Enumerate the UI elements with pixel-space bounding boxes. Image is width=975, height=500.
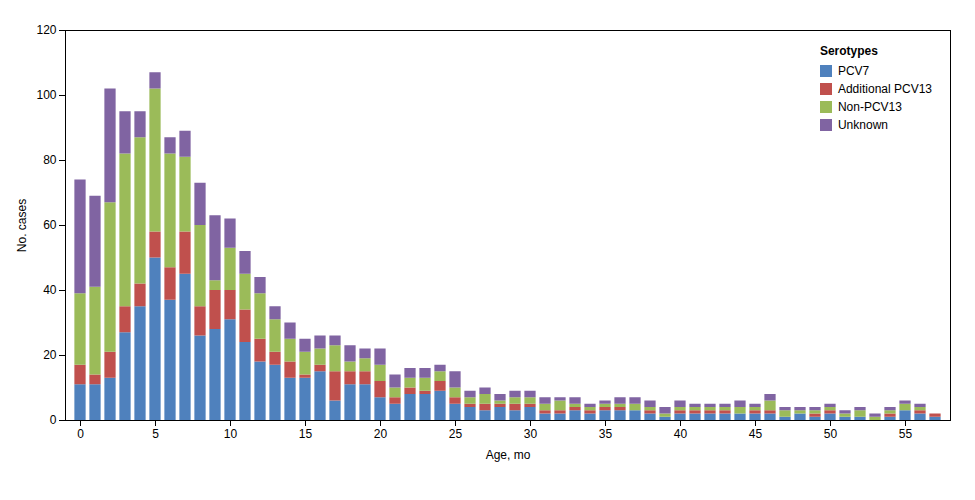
html-text:Additional PCV13: Additional PCV13 bbox=[837, 82, 932, 96]
svg-text:60: 60 bbox=[43, 218, 57, 232]
svg-text:80: 80 bbox=[43, 153, 57, 167]
svg-text:45: 45 bbox=[749, 427, 763, 441]
svg-text:40: 40 bbox=[43, 283, 57, 297]
svg-text:120: 120 bbox=[36, 23, 56, 37]
svg-text:30: 30 bbox=[524, 427, 538, 441]
svg-text:5: 5 bbox=[152, 427, 159, 441]
svg-text:50: 50 bbox=[824, 427, 838, 441]
svg-text:Age, mo: Age, mo bbox=[486, 448, 531, 462]
svg-text:No. cases: No. cases bbox=[15, 199, 29, 252]
svg-text:0: 0 bbox=[77, 427, 84, 441]
svg-text:55: 55 bbox=[899, 427, 913, 441]
svg-text:0: 0 bbox=[50, 413, 57, 427]
html-text:Unknown: Unknown bbox=[837, 118, 888, 132]
svg-text:20: 20 bbox=[43, 348, 57, 362]
svg-text:25: 25 bbox=[449, 427, 463, 441]
svg-text:15: 15 bbox=[299, 427, 313, 441]
html-text:Serotypes: Serotypes bbox=[819, 44, 878, 58]
svg-text:100: 100 bbox=[36, 88, 56, 102]
svg-text:35: 35 bbox=[599, 427, 613, 441]
svg-text:10: 10 bbox=[224, 427, 238, 441]
svg-text:40: 40 bbox=[674, 427, 688, 441]
html-text:Non-PCV13: Non-PCV13 bbox=[837, 100, 902, 114]
html-text:PCV7: PCV7 bbox=[837, 64, 870, 78]
svg-text:20: 20 bbox=[374, 427, 388, 441]
